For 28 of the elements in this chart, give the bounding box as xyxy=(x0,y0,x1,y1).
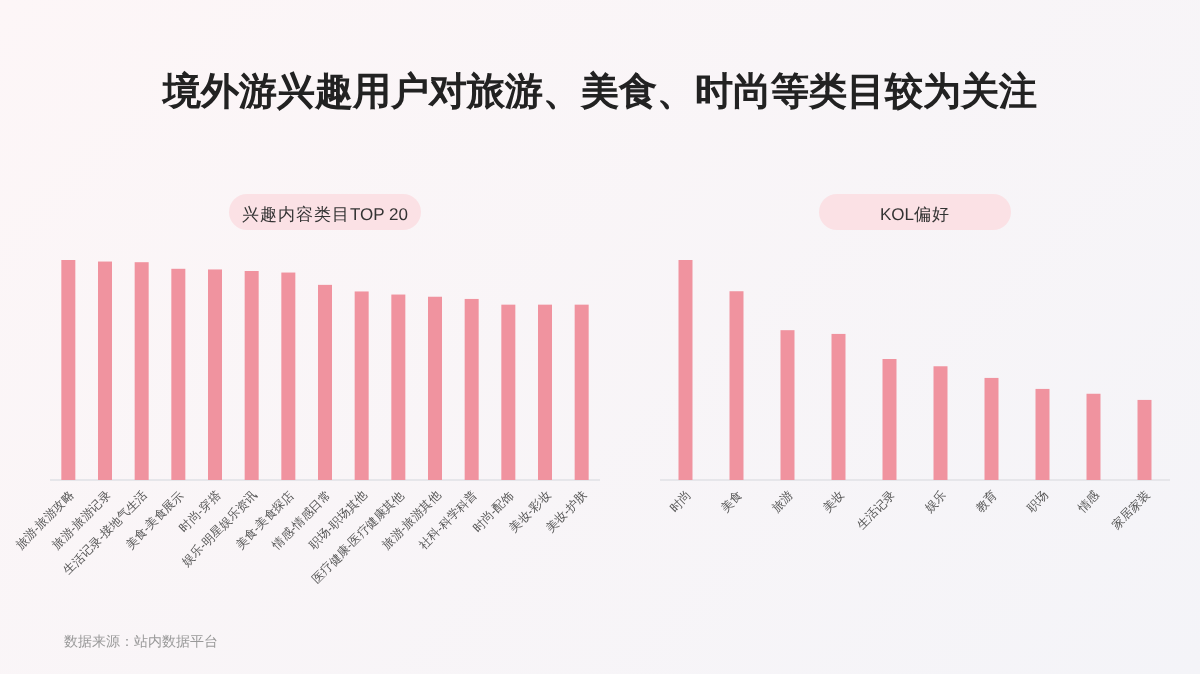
bar xyxy=(984,377,999,480)
text: 境外游兴趣用户对旅游、美食、时尚等类目较为关注 xyxy=(161,70,1037,114)
bar xyxy=(208,269,222,480)
bar xyxy=(391,294,406,480)
bar xyxy=(428,296,442,480)
bar xyxy=(1137,399,1152,480)
bar xyxy=(1086,393,1101,480)
bar xyxy=(729,291,744,480)
bar xyxy=(464,298,479,480)
bar xyxy=(98,261,112,480)
bar xyxy=(501,304,516,480)
bar xyxy=(171,268,186,480)
bar xyxy=(538,304,552,480)
bar xyxy=(318,284,332,480)
bar xyxy=(882,359,897,480)
chart-title: KOL偏好 xyxy=(879,204,951,224)
bar xyxy=(933,366,948,480)
bar xyxy=(134,262,149,480)
bar xyxy=(61,260,76,480)
bar xyxy=(574,304,589,480)
bar xyxy=(678,260,693,480)
bar xyxy=(354,291,369,480)
bar xyxy=(244,271,259,480)
bar xyxy=(1035,388,1050,480)
bar xyxy=(281,272,296,480)
chart-title: 兴趣内容类目TOP 20 xyxy=(242,204,409,224)
bar xyxy=(780,330,795,480)
bar xyxy=(831,333,846,480)
